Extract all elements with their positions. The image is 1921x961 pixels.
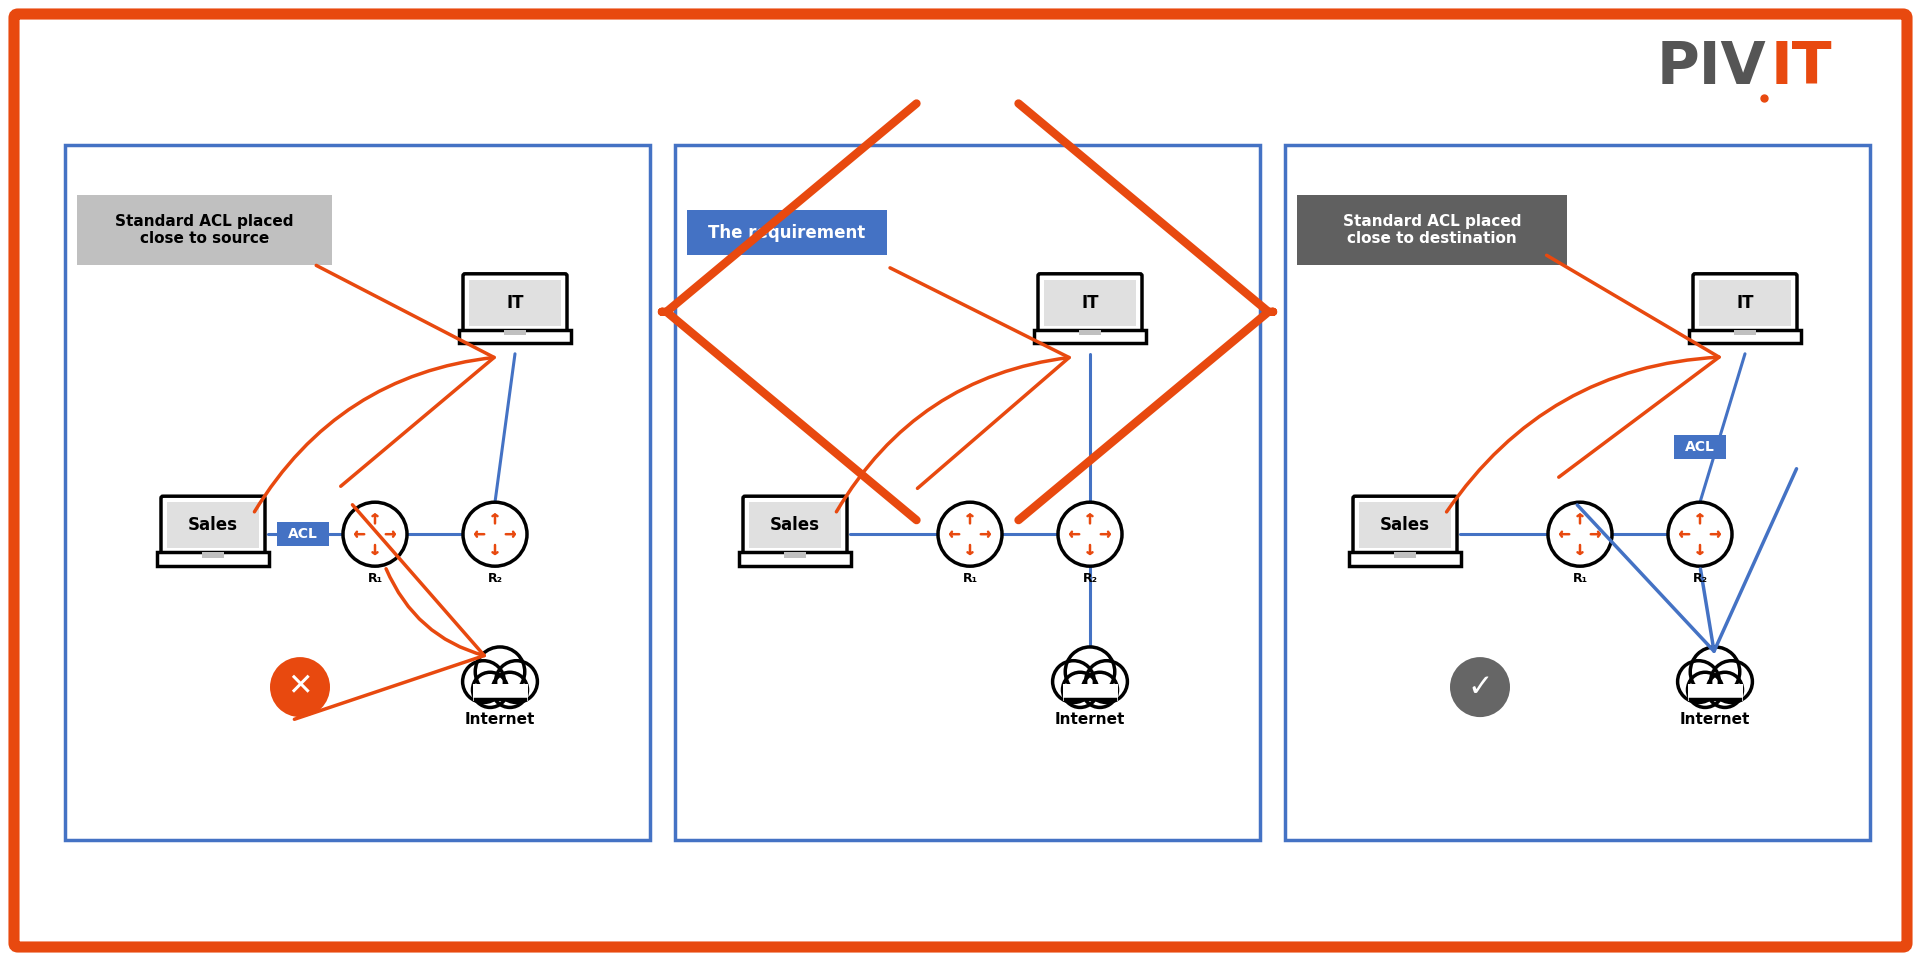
Text: IT: IT [507,294,524,311]
Circle shape [937,503,1003,566]
Circle shape [463,503,526,566]
Circle shape [1708,673,1742,707]
FancyBboxPatch shape [743,496,847,554]
Bar [749,503,841,548]
Text: Sales: Sales [1379,516,1429,534]
Bar [740,553,851,566]
Bar [1735,330,1756,335]
Bar [158,553,269,566]
Bar [1673,435,1725,459]
Bar [77,195,332,265]
FancyBboxPatch shape [1352,496,1456,554]
Bar [1349,553,1462,566]
Text: IT: IT [1737,294,1754,311]
Bar [1062,684,1118,701]
FancyBboxPatch shape [161,496,265,554]
Circle shape [492,673,528,707]
Bar [1080,330,1101,335]
Circle shape [1687,673,1723,707]
Bar [1043,280,1135,326]
Circle shape [1677,661,1719,702]
Circle shape [1450,657,1510,717]
Circle shape [474,647,524,697]
Circle shape [1058,503,1122,566]
Circle shape [463,661,505,702]
Bar [503,330,526,335]
Bar [1689,330,1802,343]
Circle shape [473,673,507,707]
FancyBboxPatch shape [1037,274,1141,332]
Circle shape [271,657,330,717]
Text: R₁: R₁ [1573,572,1587,585]
Text: Internet: Internet [1679,712,1750,727]
Circle shape [1062,673,1097,707]
Bar [784,553,807,557]
Bar [167,503,259,548]
Text: Sales: Sales [770,516,820,534]
FancyBboxPatch shape [13,14,1908,947]
Bar [674,145,1260,840]
Bar [459,330,571,343]
Circle shape [1667,503,1733,566]
Bar [1698,280,1790,326]
Circle shape [496,661,538,702]
Bar [1687,684,1742,701]
Bar [1395,553,1416,557]
Text: R₁: R₁ [962,572,978,585]
Bar [469,280,561,326]
Text: R₂: R₂ [1692,572,1708,585]
Circle shape [344,503,407,566]
Circle shape [1082,673,1118,707]
Circle shape [1690,647,1740,697]
Text: The requirement: The requirement [709,224,866,241]
Text: R₂: R₂ [1083,572,1097,585]
Text: ACL: ACL [288,528,319,541]
Circle shape [1710,661,1752,702]
Text: Standard ACL placed
close to source: Standard ACL placed close to source [115,213,294,246]
Bar [1297,195,1568,265]
Text: ✕: ✕ [288,673,313,702]
Text: ACL: ACL [1685,440,1715,455]
Text: PIV: PIV [1656,39,1765,96]
Bar [277,522,328,546]
Bar [1358,503,1450,548]
Text: Internet: Internet [465,712,536,727]
Text: IT: IT [1771,39,1833,96]
Text: Standard ACL placed
close to destination: Standard ACL placed close to destination [1343,213,1521,246]
Circle shape [1085,661,1128,702]
Text: IT: IT [1082,294,1099,311]
Bar [65,145,649,840]
Text: Internet: Internet [1055,712,1126,727]
Bar [688,210,888,255]
Text: Sales: Sales [188,516,238,534]
Text: R₂: R₂ [488,572,503,585]
FancyBboxPatch shape [1692,274,1796,332]
Circle shape [1066,647,1114,697]
Bar [1033,330,1147,343]
Text: R₁: R₁ [367,572,382,585]
Text: ✓: ✓ [1468,673,1493,702]
Circle shape [1053,661,1095,702]
FancyBboxPatch shape [463,274,567,332]
Circle shape [1548,503,1612,566]
Bar [1285,145,1869,840]
Bar [473,684,528,701]
Bar [202,553,225,557]
